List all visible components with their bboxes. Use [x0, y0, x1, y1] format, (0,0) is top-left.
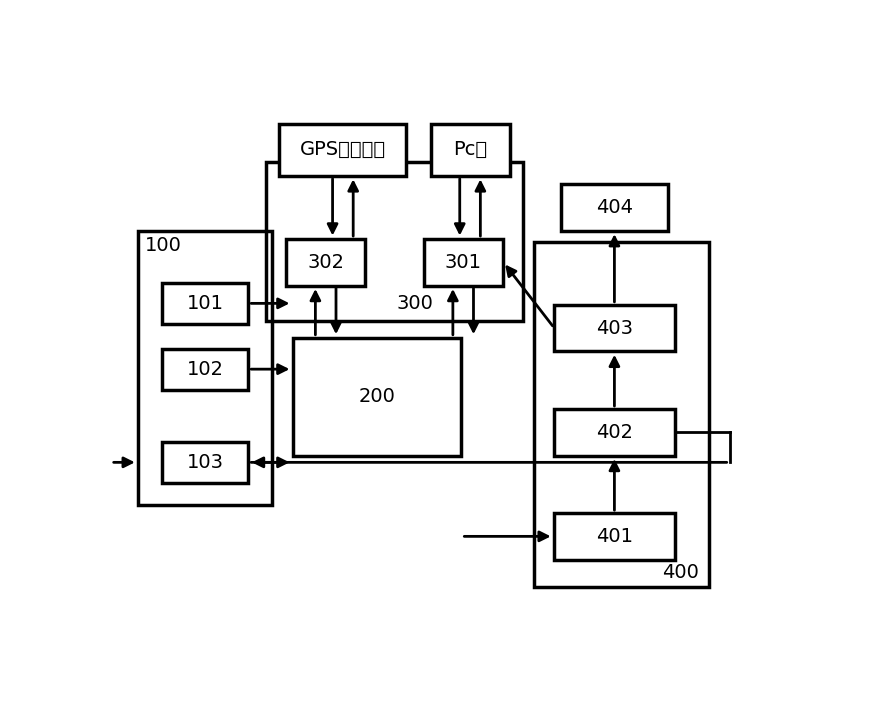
Bar — [279, 124, 406, 176]
Bar — [430, 124, 509, 176]
Bar — [554, 409, 674, 456]
Text: 401: 401 — [595, 527, 633, 546]
Bar — [162, 441, 248, 483]
Text: 403: 403 — [595, 318, 633, 337]
Bar — [554, 513, 674, 560]
Text: 101: 101 — [187, 294, 223, 313]
Bar — [424, 239, 502, 286]
Text: 102: 102 — [187, 360, 223, 379]
Bar — [138, 231, 272, 505]
Text: 301: 301 — [444, 253, 481, 272]
Bar — [533, 241, 708, 587]
Bar — [554, 305, 674, 351]
Bar — [286, 239, 365, 286]
Bar — [561, 184, 667, 231]
Text: 402: 402 — [595, 423, 633, 441]
Text: 400: 400 — [661, 562, 698, 582]
Text: 300: 300 — [396, 294, 433, 313]
Bar — [265, 162, 523, 321]
Bar — [162, 349, 248, 389]
Bar — [162, 283, 248, 324]
Text: 302: 302 — [307, 253, 344, 272]
Text: 103: 103 — [187, 453, 223, 472]
Text: Pc机: Pc机 — [453, 140, 486, 159]
Text: GPS对时装置: GPS对时装置 — [299, 140, 385, 159]
Bar — [292, 337, 461, 456]
Text: 200: 200 — [359, 387, 395, 406]
Text: 100: 100 — [145, 236, 182, 255]
Text: 404: 404 — [595, 198, 633, 217]
